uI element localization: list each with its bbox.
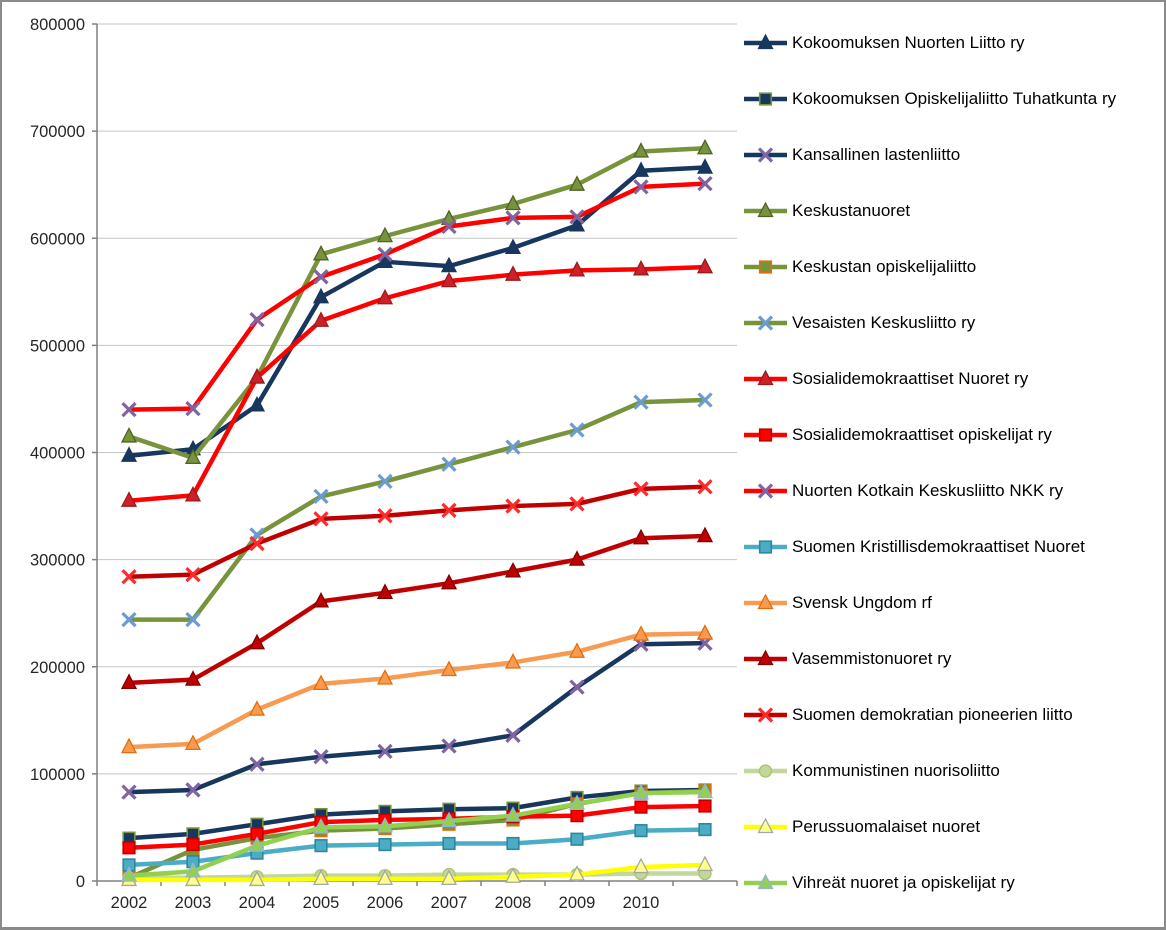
triangle-marker-icon	[744, 649, 787, 666]
series-sosialidemokraattiset-nuoret-ry	[120, 257, 714, 507]
triangle-marker-icon	[744, 873, 787, 890]
legend-item: Vesaisten Keskusliitto ry	[742, 312, 975, 334]
legend-label: Keskustan opiskelijaliitto	[792, 257, 977, 276]
legend-label: Kokoomuksen Nuorten Liitto ry	[792, 33, 1025, 52]
y-axis-label: 600000	[30, 230, 85, 248]
triangle-marker-icon	[744, 369, 787, 386]
legend-item: Suomen demokratian pioneerien liitto	[742, 704, 1073, 726]
legend-item: Kokoomuksen Nuorten Liitto ry	[742, 32, 1024, 54]
square-marker-icon	[744, 92, 787, 106]
x-axis-label: 2010	[623, 894, 660, 912]
square-marker-icon	[744, 260, 787, 274]
triangle-marker-icon	[744, 33, 787, 50]
legend-item: Sosialidemokraattiset Nuoret ry	[742, 368, 1028, 390]
legend-item: Kokoomuksen Opiskelijaliitto Tuhatkunta …	[742, 88, 1116, 110]
x-axis-label: 2008	[495, 894, 532, 912]
series-keskustanuoret	[120, 138, 714, 465]
y-axis-label: 200000	[30, 659, 85, 677]
x-axis-label: 2006	[367, 894, 404, 912]
legend-label: Kokoomuksen Opiskelijaliitto Tuhatkunta …	[792, 89, 1117, 108]
legend-item: Nuorten Kotkain Keskusliitto NKK ry	[742, 480, 1063, 502]
y-axis-label: 300000	[30, 552, 85, 570]
x-axis-label: 2004	[239, 894, 276, 912]
y-axis-label: 500000	[30, 337, 85, 355]
y-axis-label: 0	[76, 873, 85, 891]
legend-item: Keskustan opiskelijaliitto	[742, 256, 976, 278]
x-marker-icon	[744, 707, 787, 723]
legend-label: Kansallinen lastenliitto	[792, 145, 961, 164]
triangle-marker-icon	[744, 817, 787, 834]
legend-label: Kommunistinen nuorisoliitto	[792, 761, 1000, 780]
legend-label: Vasemmistonuoret ry	[792, 649, 952, 668]
legend-item: Perussuomalaiset nuoret	[742, 816, 980, 838]
legend-item: Vihreät nuoret ja opiskelijat ry	[742, 872, 1015, 894]
x-marker-icon	[744, 483, 787, 499]
series-vesaisten-keskusliitto-ry	[121, 392, 713, 628]
series-vasemmistonuoret-ry	[120, 526, 714, 689]
y-axis-label: 700000	[30, 123, 85, 141]
legend-item: Suomen Kristillisdemokraattiset Nuoret	[742, 536, 1085, 558]
legend-label: Sosialidemokraattiset Nuoret ry	[792, 369, 1029, 388]
legend-item: Sosialidemokraattiset opiskelijat ry	[742, 424, 1052, 446]
x-marker-icon	[744, 147, 787, 163]
series-kokoomuksen-nuorten-liitto-ry	[120, 158, 714, 462]
legend-label: Suomen Kristillisdemokraattiset Nuoret	[792, 537, 1085, 556]
legend-label: Svensk Ungdom rf	[792, 593, 932, 612]
y-axis-label: 400000	[30, 445, 85, 463]
x-axis-label: 2007	[431, 894, 468, 912]
series-perussuomalaiset-nuoret	[120, 855, 714, 887]
legend-item: Keskustanuoret	[742, 200, 910, 222]
series-kansallinen-lastenliitto	[121, 635, 713, 800]
legend-label: Nuorten Kotkain Keskusliitto NKK ry	[792, 481, 1064, 500]
y-axis-label: 800000	[30, 16, 85, 34]
square-marker-icon	[744, 428, 787, 442]
legend-label: Perussuomalaiset nuoret	[792, 817, 981, 836]
x-axis-label: 2003	[175, 894, 212, 912]
series-svensk-ungdom-rf	[120, 624, 714, 754]
triangle-marker-icon	[744, 201, 787, 218]
square-marker-icon	[744, 540, 787, 554]
triangle-marker-icon	[744, 593, 787, 610]
legend-label: Suomen demokratian pioneerien liitto	[792, 705, 1073, 724]
legend-label: Keskustanuoret	[792, 201, 911, 220]
legend-label: Sosialidemokraattiset opiskelijat ry	[792, 425, 1052, 444]
x-axis-label: 2005	[303, 894, 340, 912]
x-axis-label: 2009	[559, 894, 596, 912]
series-vihre-t-nuoret-ja-opiskelijat-ry	[120, 782, 714, 882]
circle-marker-icon	[744, 764, 787, 778]
series-suomen-demokratian-pioneerien-liitto	[121, 479, 713, 585]
legend-label: Vihreät nuoret ja opiskelijat ry	[792, 873, 1015, 892]
legend-item: Vasemmistonuoret ry	[742, 648, 951, 670]
legend-item: Kansallinen lastenliitto	[742, 144, 960, 166]
legend-item: Svensk Ungdom rf	[742, 592, 932, 614]
x-marker-icon	[744, 315, 787, 331]
y-axis-label: 100000	[30, 766, 85, 784]
chart-legend: Kokoomuksen Nuorten Liitto ry Kokoomuksen…	[742, 2, 1164, 927]
x-axis-label: 2002	[111, 894, 148, 912]
legend-label: Vesaisten Keskusliitto ry	[792, 313, 976, 332]
series-nuorten-kotkain-keskusliitto-nkk-ry	[121, 175, 713, 418]
legend-item: Kommunistinen nuorisoliitto	[742, 760, 1000, 782]
